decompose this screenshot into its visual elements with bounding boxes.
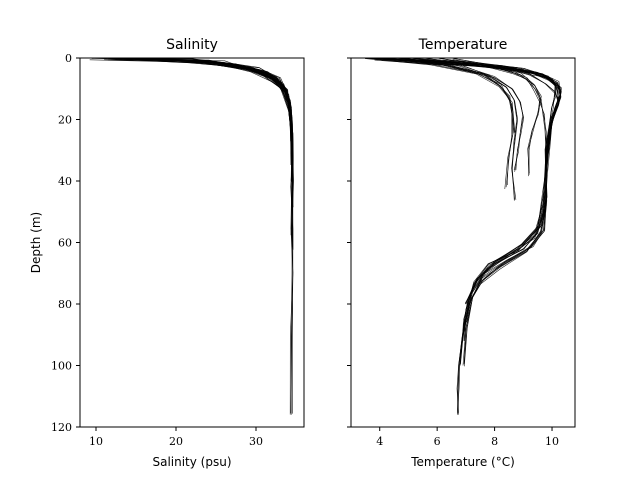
temperature-profile-line bbox=[401, 59, 525, 171]
temperature-x-tick-label: 8 bbox=[491, 435, 498, 448]
temperature-profile-line bbox=[364, 58, 516, 133]
temperature-profile-line bbox=[386, 58, 518, 200]
temperature-profile-line bbox=[368, 57, 560, 365]
temperature-profiles bbox=[361, 57, 562, 415]
salinity-y-tick-label: 0 bbox=[65, 52, 72, 65]
temperature-x-tick-label: 6 bbox=[434, 435, 441, 448]
temperature-title: Temperature bbox=[418, 37, 508, 53]
temperature-xlabel: Temperature (°C) bbox=[410, 455, 515, 469]
temperature-profile-line bbox=[423, 57, 548, 304]
salinity-profile-line bbox=[127, 57, 294, 207]
salinity-y-tick-label: 120 bbox=[51, 421, 72, 434]
salinity-y-tick-label: 40 bbox=[58, 175, 72, 188]
temperature-x-tick-label: 4 bbox=[376, 435, 383, 448]
temperature-profile-line bbox=[403, 57, 523, 170]
salinity-panel: Salinity 10 20 30 0 20 40 60 80 100 120 Salinity … bbox=[29, 37, 305, 469]
salinity-x-tick-label: 20 bbox=[169, 435, 183, 448]
salinity-y-tick-label: 80 bbox=[58, 298, 72, 311]
salinity-y-tick-label: 60 bbox=[58, 237, 72, 250]
temperature-x-tick-label: 10 bbox=[545, 435, 559, 448]
salinity-xlabel: Salinity (psu) bbox=[152, 455, 231, 469]
salinity-x-tick-label: 30 bbox=[249, 435, 263, 448]
temperature-profile-line bbox=[380, 57, 562, 365]
salinity-title: Salinity bbox=[166, 37, 218, 53]
temperature-ticks: 4 6 8 10 bbox=[347, 57, 559, 448]
temperature-axes-frame bbox=[350, 57, 576, 428]
salinity-y-tick-label: 20 bbox=[58, 114, 72, 127]
salinity-ticks: 10 20 30 0 20 40 60 80 100 120 bbox=[51, 52, 263, 448]
temperature-panel: Temperature 4 6 8 10 Temperature (°C) bbox=[347, 37, 576, 469]
salinity-x-tick-label: 10 bbox=[89, 435, 103, 448]
salinity-profiles bbox=[89, 57, 294, 415]
salinity-axes-frame bbox=[79, 57, 305, 428]
salinity-y-tick-label: 100 bbox=[51, 360, 72, 373]
salinity-profile-line bbox=[123, 58, 292, 134]
depth-ylabel: Depth (m) bbox=[29, 212, 43, 273]
temperature-profile-line bbox=[394, 57, 562, 342]
temperature-profile-line bbox=[373, 58, 514, 190]
